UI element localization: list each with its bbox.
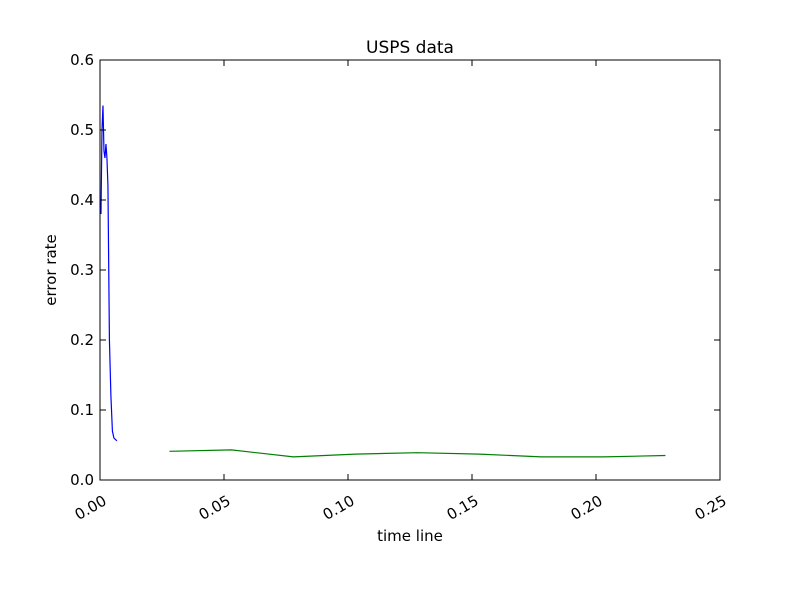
- x-axis-label: time line: [377, 527, 443, 545]
- y-tick-label: 0.1: [70, 401, 94, 419]
- series-layer: [100, 105, 666, 458]
- plot-area: [100, 60, 720, 480]
- chart-title: USPS data: [366, 38, 454, 58]
- y-tick-label: 0.3: [70, 261, 94, 279]
- y-axis-label: error rate: [42, 234, 60, 306]
- y-tick-label: 0.2: [70, 331, 94, 349]
- green-series-line: [169, 449, 666, 458]
- y-tick-label: 0.6: [70, 51, 94, 69]
- plot-frame: [99, 59, 721, 481]
- y-tick-label: 0.4: [70, 191, 94, 209]
- blue-series-line: [100, 105, 118, 442]
- y-tick-label: 0.5: [70, 121, 94, 139]
- y-tick-label: 0.0: [70, 471, 94, 489]
